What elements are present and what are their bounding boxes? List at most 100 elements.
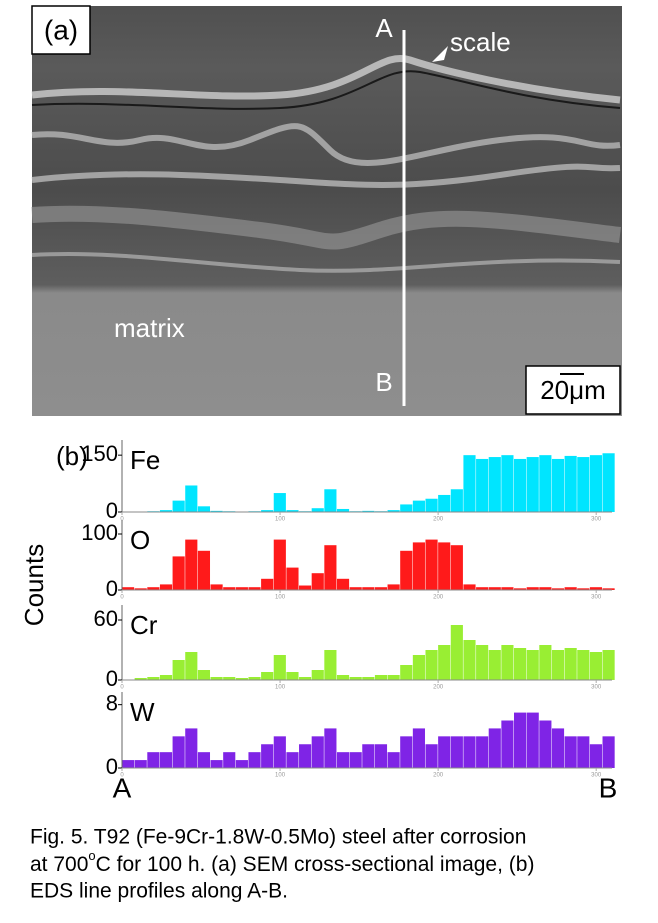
bar xyxy=(514,648,527,680)
scale-bar-label: 20μm xyxy=(540,375,606,405)
bar xyxy=(501,455,514,512)
bar xyxy=(476,645,489,680)
bar xyxy=(476,458,489,512)
bar xyxy=(273,655,286,680)
bar xyxy=(488,650,501,680)
bar xyxy=(210,760,223,768)
caption-line: EDS line profiles along A-B. xyxy=(30,880,288,903)
bar xyxy=(197,550,211,590)
x-tick-label: 0 xyxy=(120,595,124,601)
bar xyxy=(387,584,400,590)
bar xyxy=(450,545,463,590)
bar xyxy=(122,587,135,590)
bar xyxy=(336,508,350,512)
bar xyxy=(311,573,324,590)
bar xyxy=(336,752,350,768)
bar xyxy=(362,510,375,512)
bar xyxy=(412,542,425,590)
y-tick-label: 0 xyxy=(106,576,118,601)
caption-line: at 700oC for 100 h. (a) SEM cross-sectio… xyxy=(30,848,534,875)
bar xyxy=(223,752,236,768)
bar xyxy=(374,675,388,680)
bar xyxy=(463,736,476,768)
y-tick-label: 0 xyxy=(106,498,118,523)
profile-end: B xyxy=(599,772,618,803)
bar xyxy=(412,500,425,512)
bar xyxy=(539,455,552,512)
bar xyxy=(134,760,147,768)
bar xyxy=(551,458,565,512)
y-tick-label: 60 xyxy=(94,606,118,631)
y-tick-label: 8 xyxy=(106,690,118,715)
bar xyxy=(235,587,248,590)
bar xyxy=(172,556,185,590)
element-label: W xyxy=(130,697,155,727)
y-tick-label: 0 xyxy=(106,754,118,779)
bar xyxy=(147,587,160,590)
bar xyxy=(235,678,248,680)
bar xyxy=(172,500,185,512)
x-tick-label: 0 xyxy=(120,517,124,523)
bar xyxy=(450,489,463,512)
bar xyxy=(134,588,147,590)
point-label: A xyxy=(375,13,393,43)
bar xyxy=(122,760,135,768)
bar xyxy=(564,648,577,680)
bar xyxy=(299,744,312,768)
bar xyxy=(223,587,236,590)
bar xyxy=(159,752,173,768)
bar xyxy=(362,587,375,590)
bar xyxy=(311,736,324,768)
bar xyxy=(147,677,160,680)
x-tick-label: 300 xyxy=(591,685,602,691)
bar xyxy=(134,678,147,680)
y-tick-label: 0 xyxy=(106,666,118,691)
matrix-label: matrix xyxy=(114,313,185,343)
bar xyxy=(564,736,577,768)
bar xyxy=(564,455,577,512)
bar xyxy=(602,588,615,590)
bar xyxy=(425,650,438,680)
point-label: B xyxy=(375,367,392,397)
bar xyxy=(159,584,173,590)
bar xyxy=(387,752,400,768)
bar xyxy=(286,752,299,768)
bar xyxy=(336,578,350,590)
element-label: Fe xyxy=(130,445,160,475)
bar xyxy=(185,728,198,768)
bar xyxy=(564,587,577,590)
bar xyxy=(400,665,413,680)
bar xyxy=(425,744,438,768)
bar xyxy=(286,567,299,590)
bar xyxy=(273,736,286,768)
bar xyxy=(185,539,198,590)
bar xyxy=(248,587,261,590)
bar xyxy=(526,587,539,590)
caption-superscript: o xyxy=(88,848,95,863)
bar xyxy=(589,652,603,680)
x-tick-label: 100 xyxy=(275,773,286,779)
bar xyxy=(438,736,451,768)
bar xyxy=(172,736,185,768)
bar xyxy=(438,494,451,512)
bar xyxy=(159,510,173,512)
caption-text: at 700 xyxy=(30,853,88,876)
bar xyxy=(349,677,362,680)
bar xyxy=(589,455,603,512)
bar xyxy=(577,588,590,590)
bar xyxy=(159,675,173,680)
bar xyxy=(425,498,438,512)
x-tick-label: 300 xyxy=(591,517,602,523)
bar xyxy=(197,752,211,768)
bar xyxy=(488,587,501,590)
profile-start: A xyxy=(113,772,132,803)
bar xyxy=(311,670,324,680)
x-tick-label: 200 xyxy=(433,517,444,523)
bar xyxy=(577,457,590,512)
bar xyxy=(299,585,312,590)
caption-text: C for 100 h. (a) SEM cross-sectional ima… xyxy=(96,853,535,876)
x-tick-label: 300 xyxy=(591,773,602,779)
bar xyxy=(387,675,400,680)
scale-label: scale xyxy=(450,27,511,57)
